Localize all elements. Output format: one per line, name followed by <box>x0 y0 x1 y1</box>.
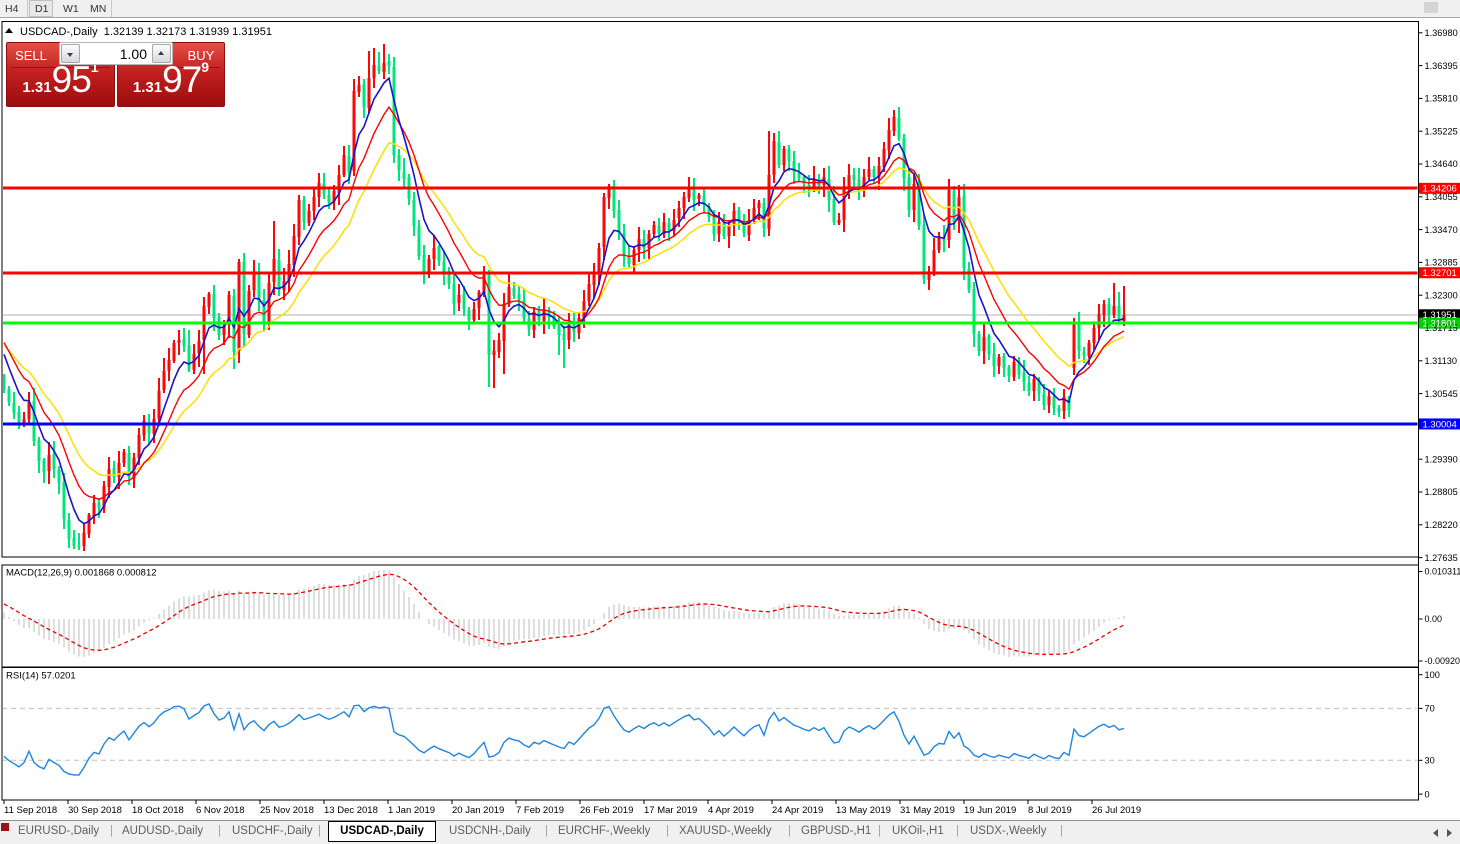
svg-text:26 Jul 2019: 26 Jul 2019 <box>1092 805 1141 816</box>
svg-text:RSI(14) 57.0201: RSI(14) 57.0201 <box>6 671 76 682</box>
svg-text:0: 0 <box>1425 789 1430 799</box>
svg-text:18 Oct 2018: 18 Oct 2018 <box>132 805 184 816</box>
svg-text:19 Jun 2019: 19 Jun 2019 <box>964 805 1016 816</box>
svg-text:24 Apr 2019: 24 Apr 2019 <box>772 805 823 816</box>
svg-text:30 Sep 2018: 30 Sep 2018 <box>68 805 122 816</box>
svg-text:11 Sep 2018: 11 Sep 2018 <box>4 805 57 816</box>
svg-text:1.27635: 1.27635 <box>1425 553 1458 563</box>
svg-text:4 Apr 2019: 4 Apr 2019 <box>708 805 754 816</box>
svg-text:17 Mar 2019: 17 Mar 2019 <box>644 805 697 816</box>
svg-text:13 Dec 2018: 13 Dec 2018 <box>324 805 378 816</box>
svg-text:1.35810: 1.35810 <box>1425 94 1458 104</box>
svg-text:0.00: 0.00 <box>1425 614 1443 624</box>
svg-text:1.28220: 1.28220 <box>1425 520 1458 530</box>
svg-text:USDCAD-,Daily 1.32139 1.32173: USDCAD-,Daily 1.32139 1.32173 1.31939 1.… <box>20 26 272 38</box>
svg-text:1.32300: 1.32300 <box>1425 290 1458 300</box>
svg-text:26 Feb 2019: 26 Feb 2019 <box>580 805 633 816</box>
svg-text:MACD(12,26,9) 0.001868 0.00081: MACD(12,26,9) 0.001868 0.000812 <box>6 568 157 579</box>
svg-text:8 Jul 2019: 8 Jul 2019 <box>1028 805 1072 816</box>
svg-text:31 May 2019: 31 May 2019 <box>900 805 955 816</box>
svg-text:1 Jan 2019: 1 Jan 2019 <box>388 805 435 816</box>
svg-text:1.31130: 1.31130 <box>1425 356 1458 366</box>
svg-text:20 Jan 2019: 20 Jan 2019 <box>452 805 504 816</box>
svg-text:1.32701: 1.32701 <box>1423 268 1457 279</box>
svg-text:1.29390: 1.29390 <box>1425 454 1458 464</box>
svg-text:6 Nov 2018: 6 Nov 2018 <box>196 805 245 816</box>
svg-text:-0.009203: -0.009203 <box>1425 656 1460 666</box>
svg-text:1.32885: 1.32885 <box>1425 258 1458 268</box>
svg-text:1.30004: 1.30004 <box>1423 419 1457 430</box>
svg-text:1.31951: 1.31951 <box>1423 310 1457 321</box>
svg-text:13 May 2019: 13 May 2019 <box>836 805 891 816</box>
svg-text:1.36980: 1.36980 <box>1425 28 1458 38</box>
svg-text:100: 100 <box>1425 670 1440 680</box>
svg-text:1.35225: 1.35225 <box>1425 126 1458 136</box>
svg-text:0.010311: 0.010311 <box>1425 567 1460 577</box>
svg-text:1.34640: 1.34640 <box>1425 159 1458 169</box>
svg-text:1.34206: 1.34206 <box>1423 184 1457 195</box>
svg-text:25 Nov 2018: 25 Nov 2018 <box>260 805 314 816</box>
svg-text:1.33470: 1.33470 <box>1425 225 1458 235</box>
svg-text:1.28805: 1.28805 <box>1425 487 1458 497</box>
svg-text:1.30545: 1.30545 <box>1425 389 1458 399</box>
svg-text:30: 30 <box>1425 756 1435 766</box>
svg-text:70: 70 <box>1425 704 1435 714</box>
svg-text:1.31801: 1.31801 <box>1423 319 1457 330</box>
svg-text:7 Feb 2019: 7 Feb 2019 <box>516 805 564 816</box>
svg-text:1.34055: 1.34055 <box>1425 192 1458 202</box>
svg-text:1.31715: 1.31715 <box>1425 323 1458 333</box>
svg-text:1.36395: 1.36395 <box>1425 61 1458 71</box>
